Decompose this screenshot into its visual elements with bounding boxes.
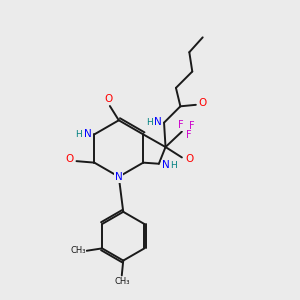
Text: O: O <box>185 154 194 164</box>
Text: O: O <box>198 98 206 108</box>
Text: N: N <box>154 117 161 127</box>
Text: O: O <box>104 94 112 104</box>
Text: H: H <box>170 161 177 170</box>
Text: CH₃: CH₃ <box>70 246 86 255</box>
Text: N: N <box>84 129 92 140</box>
Text: O: O <box>66 154 74 164</box>
Text: F: F <box>190 121 195 131</box>
Text: F: F <box>186 130 191 140</box>
Text: N: N <box>115 172 123 182</box>
Text: N: N <box>161 160 169 170</box>
Text: H: H <box>146 118 153 127</box>
Text: F: F <box>178 120 184 130</box>
Text: CH₃: CH₃ <box>114 278 130 286</box>
Text: H: H <box>76 130 82 139</box>
